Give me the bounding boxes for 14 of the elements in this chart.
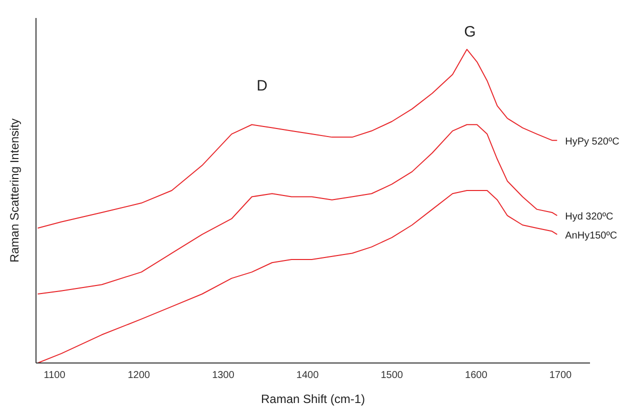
x-tick-label: 1400 (296, 370, 320, 382)
x-axis-title: Raman Shift (cm-1) (260, 392, 366, 406)
x-tick-label: 1700 (549, 370, 572, 382)
x-tick-label: 1200 (128, 370, 150, 382)
y-axis-title: Raman Scattering Intensity (7, 118, 22, 263)
series-label: AnHy150ºC (565, 230, 618, 242)
x-tick-label: 1300 (212, 370, 235, 382)
x-tick-label: 1600 (465, 370, 488, 382)
x-tick-label: 1500 (380, 370, 404, 382)
text: G (464, 24, 476, 40)
x-tick-label: 1100 (44, 370, 66, 382)
series-label: Hyd 320ºC (565, 212, 614, 223)
series-label: HyPy 520ºC (565, 136, 620, 148)
annotation: D (256, 78, 268, 94)
